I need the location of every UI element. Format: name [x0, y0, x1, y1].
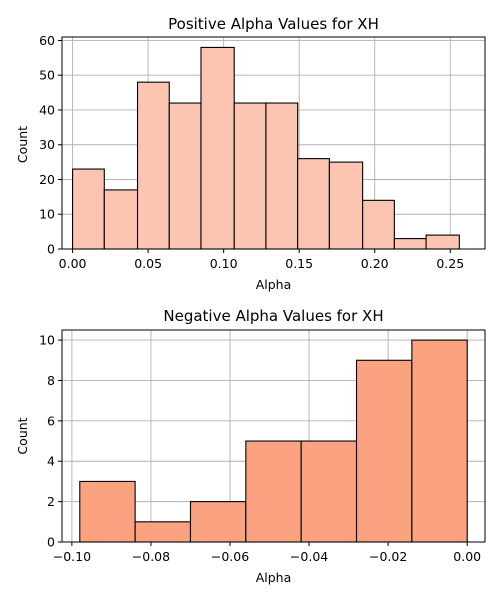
- positive-alpha-histogram: 0.00 0.05 0.10 0.15 0.20 0.25 0 10 20 30 40 50 60 Po…: [15, 15, 486, 292]
- y-tick-label: 0: [47, 535, 55, 550]
- histogram-bar: [393, 238, 427, 250]
- x-tick-label: −0.02: [369, 549, 407, 564]
- x-axis-label: Alpha: [256, 277, 292, 292]
- y-axis-label: Count: [15, 417, 30, 454]
- histogram-bar: [297, 158, 330, 250]
- y-tick-label: 8: [47, 373, 55, 388]
- x-axis-label: Alpha: [256, 570, 292, 585]
- histogram-bar: [103, 189, 139, 250]
- histogram-bar: [189, 501, 247, 543]
- histogram-bar: [136, 81, 170, 250]
- y-tick-label: 10: [39, 207, 55, 222]
- histogram-bar: [134, 521, 192, 543]
- y-axis-label: Count: [15, 126, 30, 163]
- x-tick-label: 0.00: [59, 256, 87, 271]
- x-tick-label: −0.08: [132, 549, 170, 564]
- y-tick-label: 50: [39, 68, 55, 83]
- histogram-bar: [362, 199, 395, 250]
- negative-alpha-histogram: −0.10 −0.08 −0.06 −0.04 −0.02 0.00 0 2 4 6 8 10 Neg…: [15, 307, 486, 585]
- histogram-bar: [425, 234, 460, 250]
- x-tick-label: 0.05: [134, 256, 162, 271]
- histogram-bar: [200, 46, 235, 250]
- x-tick-label: 0.25: [436, 256, 464, 271]
- x-tick-label: −0.06: [211, 549, 249, 564]
- y-tick-label: 2: [47, 494, 55, 509]
- x-tick-label: 0.00: [453, 549, 481, 564]
- axes-frame: [61, 36, 486, 250]
- y-tick-label: 60: [39, 33, 55, 48]
- axes-frame: [61, 329, 486, 543]
- histogram-bar: [72, 168, 105, 250]
- plot-area: 0.00 0.05 0.10 0.15 0.20 0.25 0 10 20 30 40 50 60: [39, 33, 486, 271]
- histogram-bar: [265, 102, 299, 250]
- x-tick-label: −0.10: [53, 549, 91, 564]
- histogram-bar: [79, 480, 136, 543]
- histogram-bar: [328, 161, 364, 250]
- histogram-bar: [355, 359, 413, 543]
- y-tick-label: 20: [39, 172, 55, 187]
- histogram-bar: [233, 102, 267, 250]
- x-tick-label: 0.20: [361, 256, 389, 271]
- chart-title: Negative Alpha Values for XH: [163, 307, 383, 325]
- plot-area: −0.10 −0.08 −0.06 −0.04 −0.02 0.00 0 2 4 6 8 10: [39, 329, 486, 564]
- y-tick-label: 0: [47, 242, 55, 257]
- x-tick-label: 0.15: [285, 256, 313, 271]
- y-tick-label: 40: [39, 102, 55, 117]
- histogram-bar: [168, 102, 202, 250]
- y-tick-label: 10: [39, 333, 55, 348]
- y-tick-label: 30: [39, 137, 55, 152]
- x-tick-label: 0.10: [210, 256, 238, 271]
- y-tick-label: 4: [47, 454, 55, 469]
- chart-title: Positive Alpha Values for XH: [168, 15, 379, 33]
- y-tick-label: 6: [47, 413, 55, 428]
- histogram-bar: [300, 440, 358, 543]
- histogram-bar: [245, 440, 302, 543]
- x-tick-label: −0.04: [290, 549, 328, 564]
- histogram-bar: [411, 339, 468, 543]
